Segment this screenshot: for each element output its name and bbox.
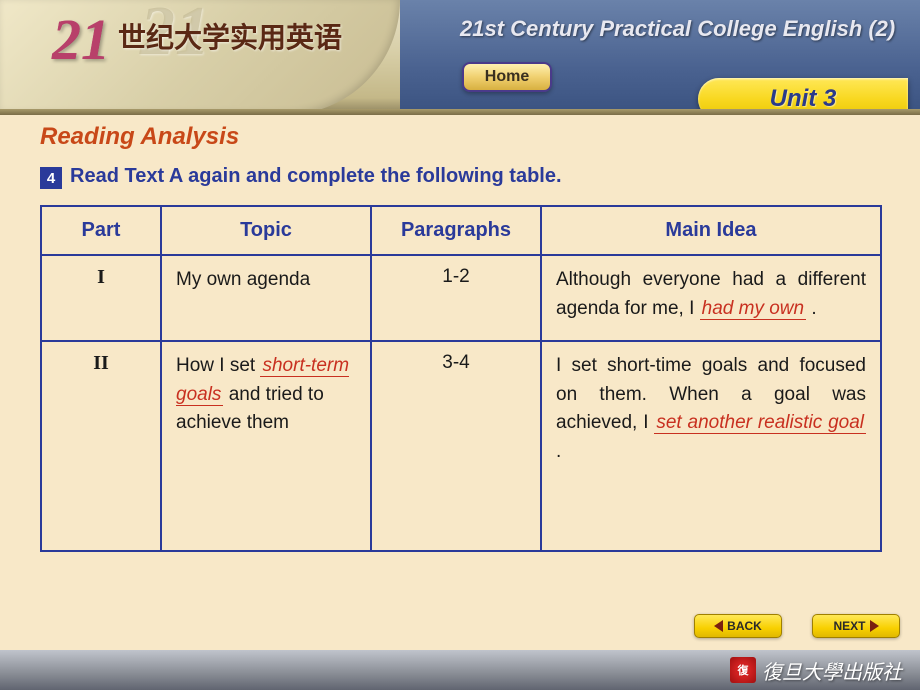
next-button[interactable]: NEXT xyxy=(812,614,900,638)
idea1-answer: had my own xyxy=(700,298,806,320)
header-right-panel: 21st Century Practical College English (… xyxy=(400,0,920,115)
content-area: Reading Analysis 4 Read Text A again and… xyxy=(0,115,920,650)
logo-21: 21 xyxy=(52,6,110,73)
cell-topic-1: My own agenda xyxy=(161,255,371,341)
th-topic: Topic xyxy=(161,206,371,255)
chinese-title: 世纪大学实用英语 xyxy=(118,16,342,56)
unit-label: Unit 3 xyxy=(770,85,837,113)
publisher-name: 復旦大學出版社 xyxy=(762,656,902,685)
idea2-answer: set another realistic goal xyxy=(654,412,866,434)
cell-para-2: 3-4 xyxy=(371,341,541,551)
home-button[interactable]: Home xyxy=(462,62,552,92)
arrow-left-icon xyxy=(714,620,723,632)
header-bar: 21 21 世纪大学实用英语 21st Century Practical Co… xyxy=(0,0,920,115)
cell-topic-2: How I set short-term goals and tried to … xyxy=(161,341,371,551)
header-left-panel: 21 21 世纪大学实用英语 xyxy=(0,0,400,115)
section-title: Reading Analysis xyxy=(40,123,890,151)
question-number-badge: 4 xyxy=(40,167,62,189)
th-main-idea: Main Idea xyxy=(541,206,881,255)
th-part: Part xyxy=(41,206,161,255)
back-label: BACK xyxy=(727,619,762,633)
publisher-block: 復 復旦大學出版社 xyxy=(730,656,902,685)
next-label: NEXT xyxy=(833,619,865,633)
unit-pill: Unit 3 xyxy=(698,78,908,120)
publisher-stamp-icon: 復 xyxy=(730,657,756,683)
topic2-pre: How I set xyxy=(176,355,260,376)
cell-part-1: I xyxy=(41,255,161,341)
instruction-row: 4 Read Text A again and complete the fol… xyxy=(40,165,890,189)
cell-idea-1: Although everyone had a different agenda… xyxy=(541,255,881,341)
instruction-text: Read Text A again and complete the follo… xyxy=(70,165,562,188)
reading-table: Part Topic Paragraphs Main Idea I My own… xyxy=(40,205,882,552)
cell-part-2: II xyxy=(41,341,161,551)
table-row: I My own agenda 1-2 Although everyone ha… xyxy=(41,255,881,341)
cell-para-1: 1-2 xyxy=(371,255,541,341)
th-paragraphs: Paragraphs xyxy=(371,206,541,255)
idea1-post: . xyxy=(806,298,817,319)
footer-bar: 復 復旦大學出版社 xyxy=(0,650,920,690)
idea2-post: . xyxy=(556,441,561,462)
table-header-row: Part Topic Paragraphs Main Idea xyxy=(41,206,881,255)
nav-buttons: BACK NEXT xyxy=(694,614,900,638)
arrow-right-icon xyxy=(870,620,879,632)
table-row: II How I set short-term goals and tried … xyxy=(41,341,881,551)
cell-idea-2: I set short-time goals and focused on th… xyxy=(541,341,881,551)
english-title: 21st Century Practical College English (… xyxy=(460,16,895,42)
back-button[interactable]: BACK xyxy=(694,614,782,638)
